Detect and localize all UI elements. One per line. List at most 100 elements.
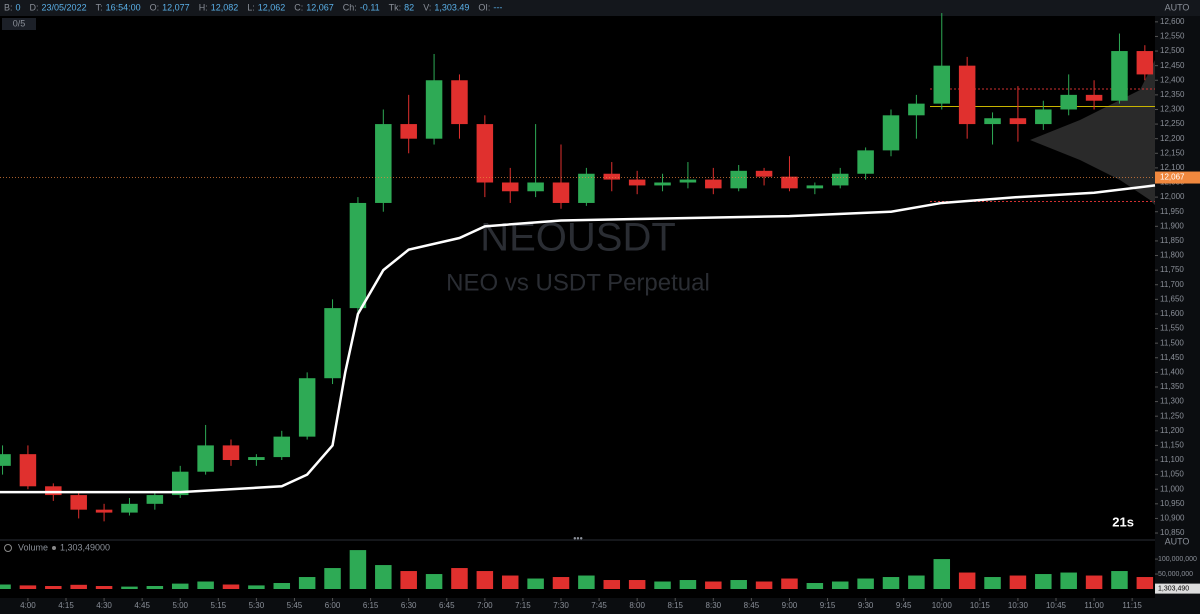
- toolbar-value: 16:54:00: [106, 2, 141, 12]
- volume-bar: [1035, 574, 1052, 589]
- candle-body: [1009, 118, 1027, 125]
- price-scale-mode[interactable]: AUTO: [1165, 2, 1190, 12]
- candle-body: [755, 170, 773, 177]
- bar-timer: 21s: [1112, 514, 1134, 529]
- candle-body: [324, 308, 341, 379]
- volume-bar: [349, 550, 367, 589]
- toolbar: [0, 0, 1200, 16]
- candle-body: [654, 182, 671, 186]
- volume-bar: [1009, 575, 1027, 589]
- y-tick-label: 11,500: [1160, 338, 1184, 347]
- y-tick-label: 12,000: [1160, 192, 1185, 201]
- volume-bar: [400, 571, 417, 589]
- y-tick-label: 11,850: [1160, 236, 1184, 245]
- toolbar-value: 23/05/2022: [42, 2, 87, 12]
- x-tick-label: 8:00: [629, 601, 645, 610]
- volume-bar: [146, 586, 164, 589]
- candle-body: [273, 436, 291, 458]
- volume-bar: [375, 565, 392, 589]
- y-tick-label: 12,500: [1160, 46, 1185, 55]
- volume-bar: [95, 586, 113, 589]
- toolbar-label: B:: [4, 2, 13, 12]
- candle-body: [984, 118, 1001, 125]
- volume-bar: [679, 580, 697, 589]
- volume-bar: [831, 581, 849, 589]
- candle-body: [95, 509, 113, 513]
- toolbar-value: 1,303.49: [434, 2, 469, 12]
- y-tick-label: 12,400: [1160, 75, 1185, 84]
- indicator-button[interactable]: [2, 18, 36, 30]
- y-tick-label: 11,550: [1160, 324, 1184, 333]
- x-tick-label: 9:15: [820, 601, 836, 610]
- x-tick-label: 10:00: [932, 601, 953, 610]
- y-tick-label: 11,400: [1160, 367, 1184, 376]
- x-tick-label: 6:45: [439, 601, 455, 610]
- x-tick-label: 4:00: [20, 601, 36, 610]
- x-tick-label: 7:30: [553, 601, 569, 610]
- volume-bar: [171, 583, 189, 589]
- x-tick-label: 5:30: [249, 601, 265, 610]
- y-tick-label: 12,200: [1160, 134, 1185, 143]
- volume-title: Volume: [18, 542, 48, 552]
- volume-bar: [451, 568, 468, 589]
- x-tick-label: 9:30: [858, 601, 874, 610]
- volume-bar: [501, 575, 519, 589]
- candle-body: [603, 173, 621, 180]
- y-tick-label: 11,300: [1160, 397, 1184, 406]
- y-tick-label: 11,800: [1160, 251, 1184, 260]
- y-tick-label: 11,100: [1160, 455, 1184, 464]
- volume-bar: [933, 559, 951, 589]
- candle-body: [781, 176, 798, 189]
- volume-bar: [578, 575, 595, 589]
- toolbar-label: O:: [150, 2, 160, 12]
- volume-bar: [197, 581, 214, 589]
- candle-body: [882, 115, 900, 151]
- y-tick-label: 11,350: [1160, 382, 1184, 391]
- x-tick-label: 5:00: [172, 601, 188, 610]
- volume-bar: [425, 574, 443, 589]
- indicator-count[interactable]: 0/5: [13, 18, 26, 28]
- x-tick-label: 7:00: [477, 601, 493, 610]
- y-tick-label: 11,900: [1160, 221, 1184, 230]
- x-tick-label: 9:00: [782, 601, 798, 610]
- volume-bar: [1085, 575, 1103, 589]
- vwap-line: [0, 184, 1156, 494]
- volume-bar: [603, 580, 621, 589]
- volume-bar: [121, 586, 138, 589]
- toolbar-label: L:: [247, 2, 255, 12]
- toolbar-value: 0: [16, 2, 21, 12]
- toolbar-value: ---: [493, 2, 502, 12]
- volume-bar: [70, 584, 87, 589]
- candle-body: [705, 179, 722, 189]
- pane-handle[interactable]: •••: [573, 533, 582, 543]
- volume-bar: [908, 575, 925, 589]
- x-tick-label: 8:15: [667, 601, 683, 610]
- volume-icon[interactable]: [4, 544, 12, 552]
- toolbar-value: 12,082: [211, 2, 239, 12]
- candle-body: [197, 445, 214, 472]
- volume-scale-mode[interactable]: AUTO: [1165, 536, 1190, 546]
- y-tick-label: 10,850: [1160, 528, 1185, 537]
- candle-body: [425, 80, 443, 139]
- volume-bar: [730, 580, 747, 589]
- volume-bar: [298, 577, 316, 589]
- volume-bar: [476, 571, 494, 589]
- y-tick-label: 11,600: [1160, 309, 1184, 318]
- volume-bar: [45, 586, 62, 589]
- candle-body: [171, 471, 189, 496]
- y-tick-label: 50,000,000: [1158, 571, 1193, 578]
- toolbar-label: T:: [96, 2, 103, 12]
- candle-body: [501, 182, 519, 192]
- volume-bar: [806, 583, 824, 589]
- x-tick-label: 11:00: [1084, 601, 1104, 610]
- y-tick-label: 12,450: [1160, 61, 1185, 70]
- y-tick-label: 12,250: [1160, 119, 1185, 128]
- candle-body: [857, 150, 874, 174]
- candle-body: [298, 378, 316, 437]
- x-tick-label: 8:45: [744, 601, 760, 610]
- toolbar-value: 12,062: [258, 2, 286, 12]
- volume-legend-value: 1,303,49000: [60, 542, 110, 552]
- x-tick-label: 6:30: [401, 601, 417, 610]
- candle-body: [45, 486, 62, 496]
